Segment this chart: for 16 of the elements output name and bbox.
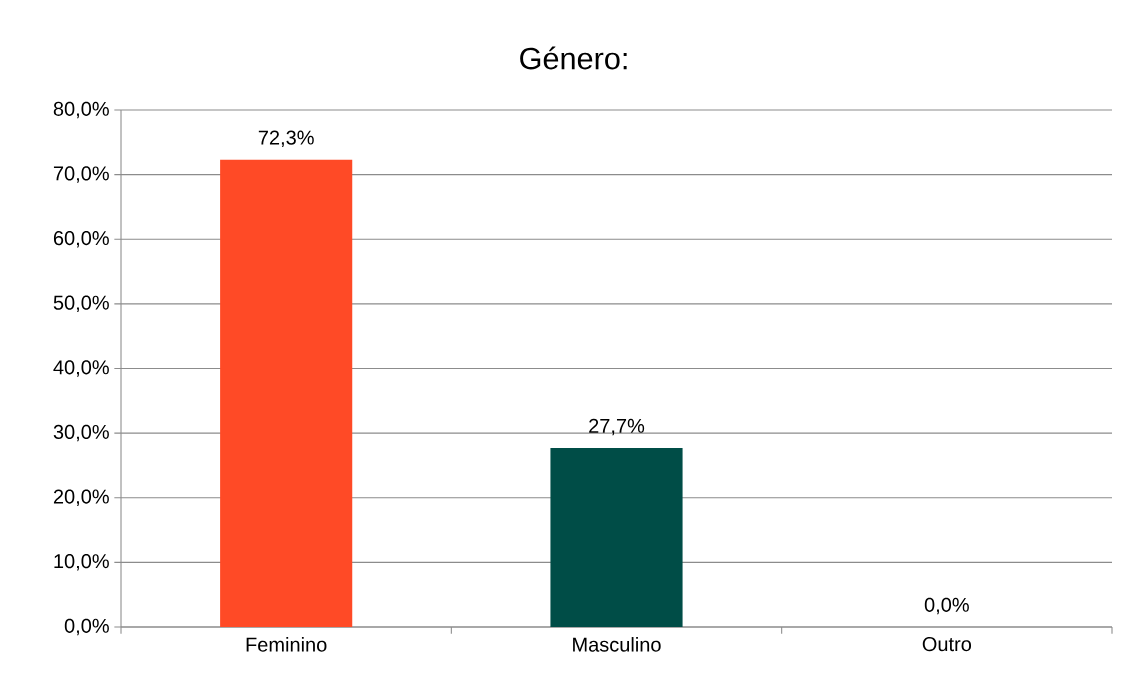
y-tick-label: 30,0%: [53, 424, 109, 442]
x-tick-label: Outro: [922, 637, 972, 652]
chart-title: Género:: [520, 46, 627, 70]
y-tick-label: 40,0%: [53, 360, 109, 377]
data-label: 27,7%: [589, 418, 645, 436]
y-tick-label: 0,0%: [64, 618, 109, 636]
y-tick-label: 50,0%: [53, 295, 109, 313]
x-tick-label: Feminino: [246, 637, 327, 652]
y-tick-label: 20,0%: [53, 489, 109, 506]
y-tick-label: 10,0%: [54, 554, 109, 571]
y-tick-label: 70,0%: [53, 166, 109, 183]
x-tick-label: Masculino: [573, 637, 661, 652]
y-tick-label: 60,0%: [53, 230, 109, 248]
data-label: 0,0%: [924, 597, 969, 615]
data-label: 72,3%: [258, 130, 314, 148]
y-tick-label: 80,0%: [53, 101, 109, 119]
